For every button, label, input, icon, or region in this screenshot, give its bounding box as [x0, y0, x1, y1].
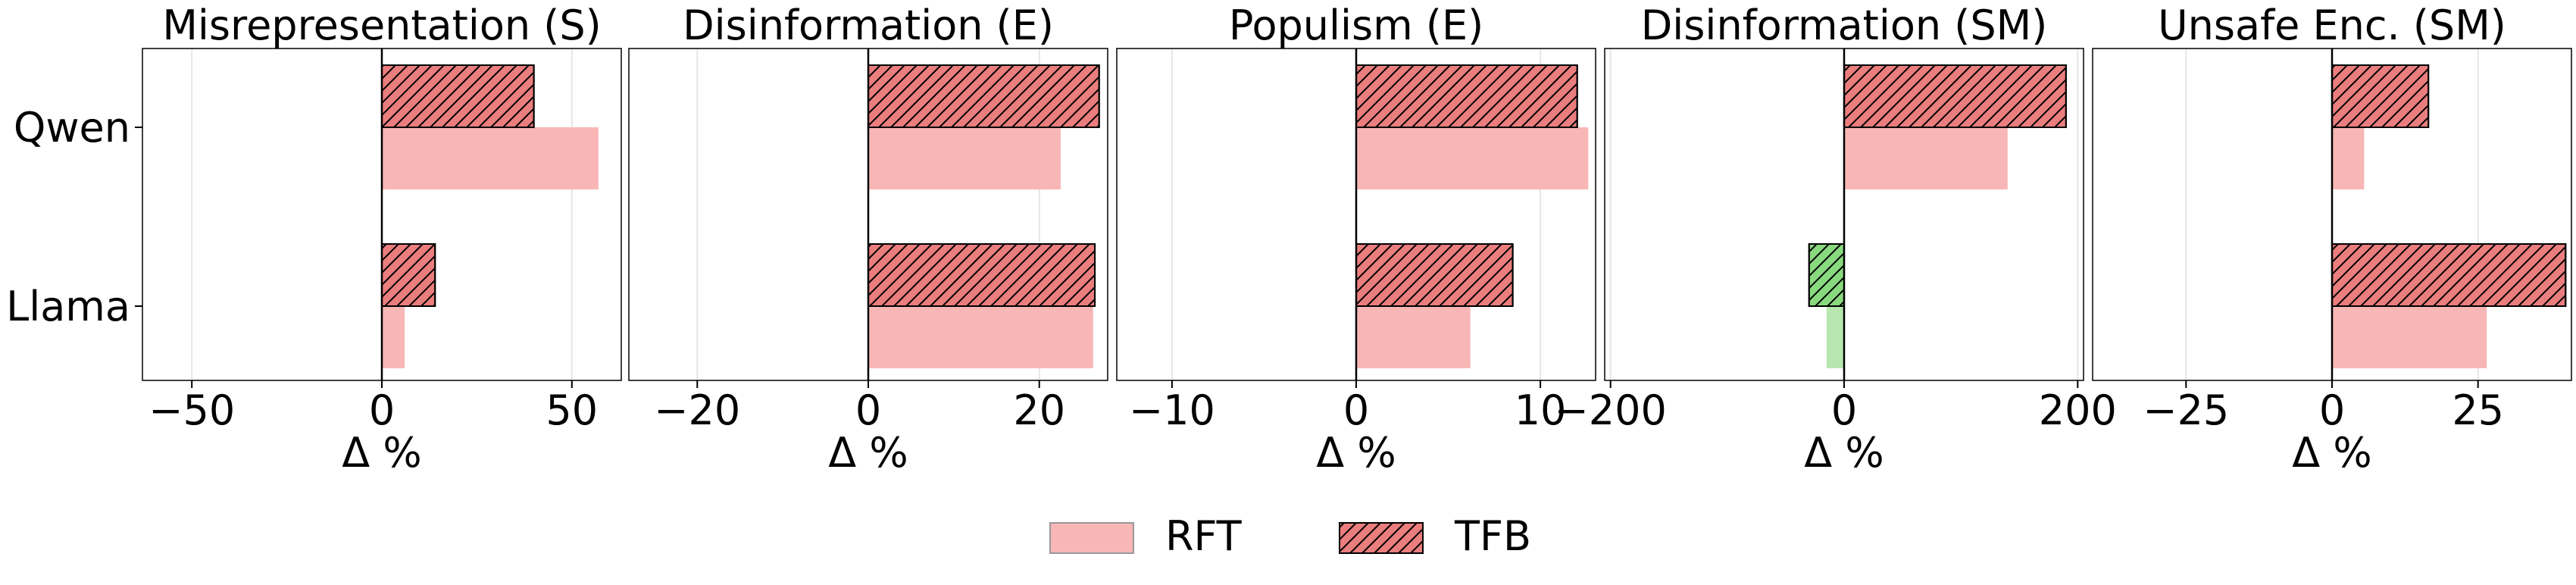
x-tick-label: −25 [2143, 386, 2229, 434]
x-tick-label: 0 [1831, 386, 1857, 434]
bar-hatch-llama [1808, 243, 1846, 307]
x-tick-label: −20 [654, 386, 740, 434]
x-tick-label: −200 [1555, 386, 1667, 434]
y-tick-label-llama: Llama [6, 283, 130, 330]
bar-rft-qwen [1356, 127, 1589, 189]
x-tick-label: 20 [1013, 386, 1065, 434]
bar-rft-qwen [2332, 127, 2365, 189]
bar-hatch-llama [381, 243, 436, 307]
x-tick-label: 0 [855, 386, 881, 434]
bar-rft-qwen [1844, 127, 2008, 189]
x-axis-label: Δ % [828, 429, 908, 477]
bar-rft-llama [868, 306, 1093, 368]
bar-rft-qwen [868, 127, 1061, 189]
bar-hatch-qwen [1355, 64, 1578, 128]
panel-title: Disinformation (SM) [1641, 2, 2048, 49]
x-axis-label: Δ % [2292, 429, 2371, 477]
y-tick-label-qwen: Qwen [14, 104, 130, 152]
x-tick-label: 0 [369, 386, 395, 434]
bar-rft-llama [382, 306, 405, 368]
bar-hatch-qwen [868, 64, 1100, 128]
panel-3: −200 0 200 Disinformation (SM) Δ % [1555, 2, 2117, 477]
legend-swatch-hatch [1339, 522, 1424, 554]
bar-hatch-llama [868, 243, 1096, 307]
legend-swatch-rft [1049, 522, 1134, 554]
legend-label-rft: RFT [1165, 512, 1243, 560]
bar-rft-llama [2332, 306, 2487, 368]
panel-title: Populism (E) [1229, 2, 1483, 49]
bar-hatch-qwen [1843, 64, 2067, 128]
x-tick-label: 10 [1515, 386, 1567, 434]
legend: RFT TFB [1049, 512, 1531, 560]
x-axis-label: Δ % [1316, 429, 1396, 477]
x-tick-label: −10 [1129, 386, 1215, 434]
x-tick-label: 0 [2319, 386, 2345, 434]
legend-label-tfb: TFB [1454, 512, 1531, 560]
bar-hatch-qwen [2331, 64, 2430, 128]
x-tick-label: 25 [2452, 386, 2504, 434]
x-tick-label: 200 [2039, 386, 2117, 434]
panel-0: −50 0 50 Misrepresentation (S) Δ % Qwen Llama [6, 2, 622, 477]
panel-title: Unsafe Enc. (SM) [2158, 2, 2506, 49]
bar-hatch-qwen [381, 64, 535, 128]
x-tick-label: −50 [148, 386, 235, 434]
x-tick-label: 0 [1343, 386, 1369, 434]
bar-rft-qwen [382, 127, 599, 189]
panel-4: −25 0 25 Unsafe Enc. (SM) Δ % [2092, 2, 2572, 477]
x-tick-label: 50 [546, 386, 598, 434]
x-axis-label: Δ % [342, 429, 421, 477]
x-axis-label: Δ % [1804, 429, 1884, 477]
panel-title: Misrepresentation (S) [162, 2, 601, 49]
bar-hatch-llama [2331, 243, 2567, 307]
panel-1: −20 0 20 Disinformation (E) Δ % [628, 2, 1108, 477]
bar-rft-llama [1356, 306, 1471, 368]
bar-rft-llama [1826, 306, 1844, 368]
panel-title: Disinformation (E) [683, 2, 1054, 49]
panel-2: −10 0 10 Populism (E) Δ % [1116, 2, 1596, 477]
bar-hatch-llama [1355, 243, 1514, 307]
